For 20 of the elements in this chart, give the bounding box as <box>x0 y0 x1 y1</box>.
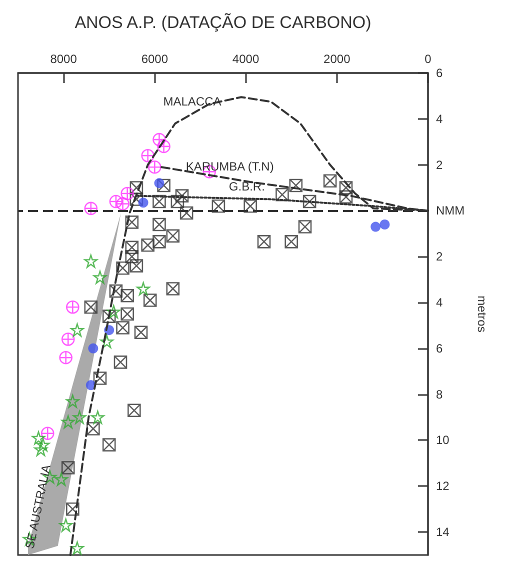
y-axis-title: metros <box>475 296 489 332</box>
y-tick-label: 14 <box>436 525 450 540</box>
y-tick-label: 10 <box>436 433 450 448</box>
y-tick-label: NMM <box>436 204 465 218</box>
y-tick-label: 6 <box>436 341 443 356</box>
series-label: KARUMBA (T.N) <box>186 160 274 174</box>
x-axis-title: ANOS A.P. (DATAÇÃO DE CARBONO) <box>74 13 372 32</box>
y-tick-label: 2 <box>436 158 443 172</box>
x-tick-label: 4000 <box>232 52 260 66</box>
x-tick-label: 6000 <box>141 52 168 66</box>
x-tick-label: 8000 <box>50 52 78 66</box>
y-tick-label: 4 <box>436 112 443 126</box>
y-tick-label: 4 <box>436 296 443 310</box>
x-tick-label: 2000 <box>324 52 351 66</box>
y-tick-label: 8 <box>436 387 443 402</box>
y-tick-label: 12 <box>436 479 450 494</box>
y-tick-label: 6 <box>436 66 443 80</box>
y-tick-label: 2 <box>436 250 443 264</box>
x-tick-label: 0 <box>424 52 432 66</box>
series-label: G.B.R. <box>228 180 265 194</box>
